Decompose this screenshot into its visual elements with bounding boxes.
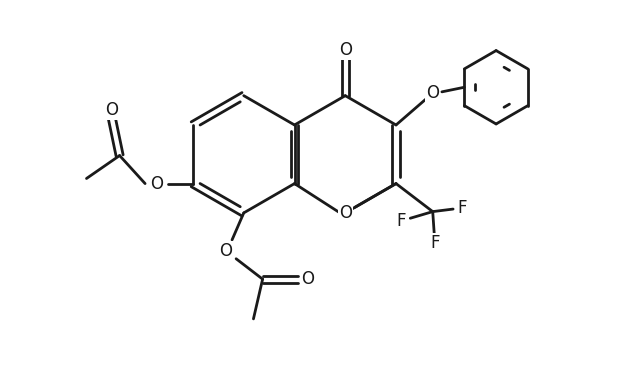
- Text: F: F: [431, 234, 440, 252]
- Text: O: O: [220, 242, 232, 260]
- Text: F: F: [458, 199, 467, 216]
- Text: O: O: [106, 101, 118, 119]
- Text: O: O: [339, 204, 352, 222]
- Text: O: O: [150, 174, 163, 192]
- Text: O: O: [426, 84, 439, 102]
- Text: O: O: [339, 41, 352, 59]
- Text: O: O: [301, 270, 314, 288]
- Text: F: F: [396, 212, 406, 230]
